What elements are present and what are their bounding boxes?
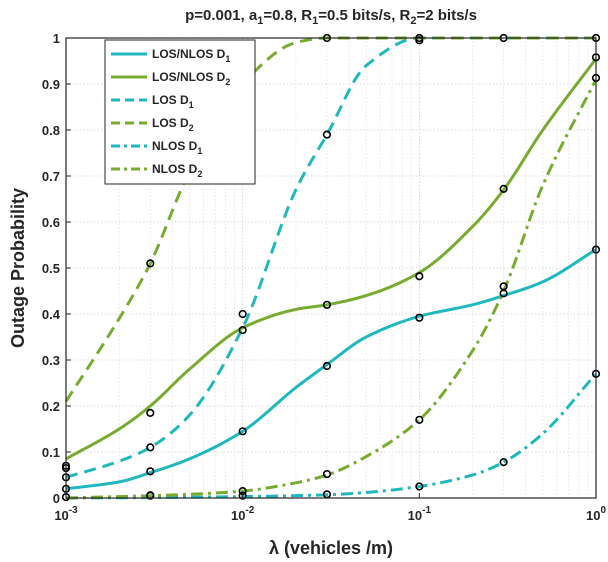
marker-circle: [499, 458, 508, 467]
marker-circle: [499, 282, 508, 291]
y-tick-labels: 0 0.1 0.2 0.3 0.4 0.5 0.6 0.7 0.8 0.9 1: [42, 31, 71, 506]
marker-circle: [499, 184, 508, 193]
series-line-6: [65, 78, 598, 500]
legend-label-4: LOS D2: [152, 116, 194, 133]
marker-circle: [322, 300, 332, 309]
x-tick-label: 10-3: [54, 505, 78, 523]
y-axis-label: Outage Probability: [8, 188, 28, 348]
marker-circle: [322, 361, 332, 371]
marker-circle: [146, 408, 155, 418]
y-tick-label: 1: [53, 31, 60, 46]
legend-label-5: NLOS D1: [152, 139, 202, 156]
y-tick-label: 0.3: [42, 353, 60, 368]
y-tick-label: 0.2: [42, 399, 60, 414]
legend-label-1: LOS/NLOS D1: [152, 47, 230, 64]
chart-title: p=0.001, a1=0.8, R1=0.5 bits/s, R2=2 bit…: [185, 7, 477, 27]
marker-circle: [415, 415, 424, 424]
marker-circle: [415, 482, 424, 491]
x-tick-label: 10-2: [231, 505, 255, 523]
x-tick-label: 100: [586, 505, 606, 523]
y-tick-label: 0.1: [42, 445, 60, 460]
y-tick-label: 0.9: [42, 77, 60, 92]
y-tick-label: 0.6: [42, 215, 60, 230]
marker-circle: [415, 272, 424, 281]
series-line-1: [65, 248, 597, 491]
legend: LOS/NLOS D1 LOS/NLOS D2 LOS D1 LOS D2 NLOS D…: [104, 39, 256, 185]
marker-circle: [146, 467, 155, 476]
y-tick-label: 0: [53, 491, 60, 506]
marker-circle: [146, 259, 155, 268]
chart-title-text: p=0.001, a1=0.8, R1=0.5 bits/s, R2=2 bit…: [185, 7, 477, 27]
legend-label-6: NLOS D2: [152, 162, 202, 179]
marker-circle: [322, 469, 332, 479]
x-tick-labels: 10-3 10-2 10-1 100: [54, 493, 606, 523]
marker-circle: [322, 130, 332, 139]
series-line-2: [65, 57, 598, 461]
marker-circle: [415, 313, 424, 322]
y-tick-label: 0.5: [42, 261, 60, 276]
y-tick-label: 0.4: [42, 307, 61, 322]
series-line-5: [65, 372, 598, 500]
series-line-4: [64, 36, 596, 403]
marker-circle: [238, 309, 247, 319]
marker-circle: [238, 427, 247, 436]
marker-circle: [238, 326, 247, 335]
legend-label-3: LOS D1: [152, 93, 194, 110]
x-tick-label: 10-1: [408, 505, 432, 523]
y-tick-label: 0.8: [42, 123, 60, 138]
marker-circle: [238, 491, 247, 500]
legend-label-2: LOS/NLOS D2: [152, 70, 230, 87]
legend-box: [104, 39, 256, 185]
y-tick-label: 0.7: [42, 169, 60, 184]
x-axis-label: λ (vehicles /m): [269, 538, 393, 558]
marker-circle: [146, 443, 155, 452]
